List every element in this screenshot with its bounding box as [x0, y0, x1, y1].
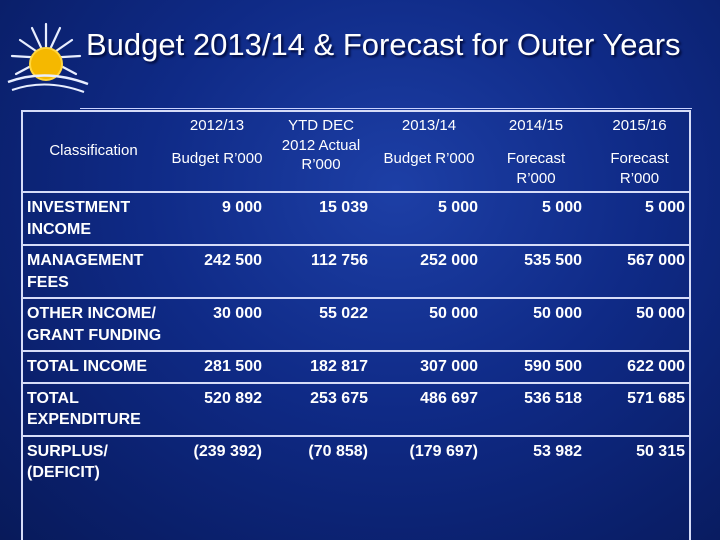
header-col-2013-14-period: 2013/14 — [401, 117, 457, 134]
cell-value: (239 392) — [166, 434, 268, 488]
cell-value: 112 756 — [268, 244, 374, 298]
cell-value: 622 000 — [588, 350, 691, 383]
table-row: TOTAL INCOME 281 500 182 817 307 000 590… — [21, 350, 691, 383]
cell-value: 536 518 — [484, 381, 588, 436]
header-col-2015-16: 2015/16 Forecast R’000 — [588, 110, 691, 192]
page-title: Budget 2013/14 & Forecast for Outer Year… — [86, 27, 681, 62]
cell-value: 252 000 — [374, 244, 484, 298]
cell-value: 30 000 — [166, 297, 268, 351]
header-col-2015-16-period: 2015/16 — [612, 117, 667, 134]
table-row: INVESTMENT INCOME 9 000 15 039 5 000 5 0… — [21, 191, 691, 245]
cell-value: 535 500 — [484, 244, 588, 298]
row-label: OTHER INCOME/ GRANT FUNDING — [21, 297, 166, 351]
cell-value: 281 500 — [166, 350, 268, 383]
cell-value: 55 022 — [268, 297, 374, 351]
header-classification: Classification — [49, 141, 138, 159]
cell-value: 590 500 — [484, 350, 588, 383]
cell-value: 50 000 — [374, 297, 484, 351]
table-row: OTHER INCOME/ GRANT FUNDING 30 000 55 02… — [21, 297, 691, 351]
budget-table: Classification 2012/13 Budget R’000 YTD … — [21, 110, 691, 488]
table-border-top — [21, 110, 691, 112]
cell-value: 242 500 — [166, 244, 268, 298]
header-col-2012-13-period: 2012/13 — [189, 117, 245, 134]
cell-value: 15 039 — [268, 191, 374, 245]
row-label: TOTAL INCOME — [21, 350, 166, 383]
table-row: SURPLUS/ (DEFICIT) (239 392) (70 858) (1… — [21, 434, 691, 488]
row-label: TOTAL EXPENDITURE — [21, 381, 166, 436]
title-divider — [80, 108, 692, 109]
header-col-2013-14-type: Budget R’000 — [383, 150, 475, 167]
header-col-2014-15-period: 2014/15 — [508, 117, 564, 134]
header-col-2014-15: 2014/15 Forecast R’000 — [484, 110, 588, 192]
cell-value: 182 817 — [268, 350, 374, 383]
cell-value: 50 000 — [484, 297, 588, 351]
table-header-row: Classification 2012/13 Budget R’000 YTD … — [21, 110, 691, 192]
row-label: INVESTMENT INCOME — [21, 191, 166, 245]
row-label: MANAGEMENT FEES — [21, 244, 166, 298]
sun-logo-icon — [7, 22, 89, 93]
cell-value: 571 685 — [588, 381, 691, 436]
cell-value: 5 000 — [484, 191, 588, 245]
cell-value: (179 697) — [374, 434, 484, 488]
header-col-2012-13: 2012/13 Budget R’000 — [166, 110, 268, 192]
cell-value: 5 000 — [588, 191, 691, 245]
table-row: MANAGEMENT FEES 242 500 112 756 252 000 … — [21, 244, 691, 298]
header-col-2015-16-type: Forecast R’000 — [610, 150, 669, 187]
cell-value: 567 000 — [588, 244, 691, 298]
cell-value: 53 982 — [484, 434, 588, 488]
cell-value: 50 315 — [588, 434, 691, 488]
cell-value: 520 892 — [166, 381, 268, 436]
cell-value: 9 000 — [166, 191, 268, 245]
row-label: SURPLUS/ (DEFICIT) — [21, 434, 166, 488]
header-col-ytd-dec-2012: YTD DEC 2012 Actual R’000 — [281, 117, 361, 173]
cell-value: 253 675 — [268, 381, 374, 436]
header-col-2013-14: 2013/14 Budget R’000 — [374, 110, 484, 192]
cell-value: 307 000 — [374, 350, 484, 383]
header-col-2014-15-type: Forecast R’000 — [506, 150, 566, 187]
table-row: TOTAL EXPENDITURE 520 892 253 675 486 69… — [21, 381, 691, 436]
cell-value: 5 000 — [374, 191, 484, 245]
cell-value: 486 697 — [374, 381, 484, 436]
cell-value: (70 858) — [268, 434, 374, 488]
header-col-2012-13-type: Budget R’000 — [171, 150, 263, 167]
cell-value: 50 000 — [588, 297, 691, 351]
